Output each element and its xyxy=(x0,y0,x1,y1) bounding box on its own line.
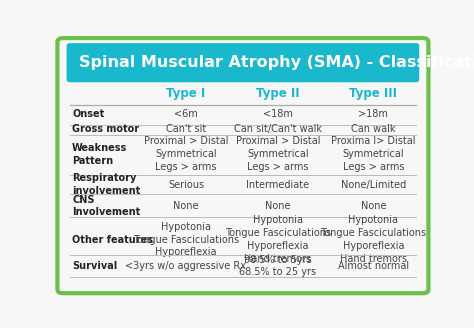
Text: <6m: <6m xyxy=(174,109,198,119)
Text: Can't sit: Can't sit xyxy=(166,124,206,134)
Text: Hypotonia
Tongue Fasciculations
Hyporeflexia
Hand tremors: Hypotonia Tongue Fasciculations Hyporefl… xyxy=(320,215,427,264)
Text: Proximal > Distal
Symmetrical
Legs > arms: Proximal > Distal Symmetrical Legs > arm… xyxy=(236,136,320,172)
Text: Hypotonia
Tongue Fasciculations
Hyporeflexia: Hypotonia Tongue Fasciculations Hyporefl… xyxy=(133,222,239,257)
Text: Intermediate: Intermediate xyxy=(246,180,310,190)
Text: Survival: Survival xyxy=(72,261,118,271)
Text: Type III: Type III xyxy=(349,87,397,100)
Text: 98.5% to 5yrs
68.5% to 25 yrs: 98.5% to 5yrs 68.5% to 25 yrs xyxy=(239,255,316,277)
Text: Spinal Muscular Atrophy (SMA) - Classification: Spinal Muscular Atrophy (SMA) - Classifi… xyxy=(80,55,474,70)
Text: Type II: Type II xyxy=(256,87,300,100)
Text: Onset: Onset xyxy=(72,109,104,119)
Text: Almost normal: Almost normal xyxy=(338,261,409,271)
Text: Proximal > Distal
Symmetrical
Legs > arms: Proximal > Distal Symmetrical Legs > arm… xyxy=(144,136,228,172)
Text: <3yrs w/o aggressive Rx: <3yrs w/o aggressive Rx xyxy=(126,261,246,271)
Text: None/Limited: None/Limited xyxy=(341,180,406,190)
Text: Proxima l> Distal
Symmetrical
Legs > arms: Proxima l> Distal Symmetrical Legs > arm… xyxy=(331,136,416,172)
Text: None: None xyxy=(265,201,291,211)
Text: Type I: Type I xyxy=(166,87,206,100)
Text: CNS
Involvement: CNS Involvement xyxy=(72,195,140,217)
Text: Can walk: Can walk xyxy=(351,124,396,134)
Text: >18m: >18m xyxy=(358,109,388,119)
Text: Hypotonia
Tongue Fasciculations
Hyporeflexia
Hand tremors: Hypotonia Tongue Fasciculations Hyporefl… xyxy=(225,215,331,264)
Text: Respiratory
involvement: Respiratory involvement xyxy=(72,173,140,196)
Text: Can sit/Can't walk: Can sit/Can't walk xyxy=(234,124,322,134)
Text: Other features: Other features xyxy=(72,235,153,245)
FancyBboxPatch shape xyxy=(66,43,419,82)
Text: <18m: <18m xyxy=(263,109,293,119)
Text: Gross motor: Gross motor xyxy=(72,124,139,134)
FancyBboxPatch shape xyxy=(57,38,428,293)
Text: None: None xyxy=(361,201,386,211)
Text: Serious: Serious xyxy=(168,180,204,190)
Text: None: None xyxy=(173,201,199,211)
Text: Weakness
Pattern: Weakness Pattern xyxy=(72,143,128,166)
